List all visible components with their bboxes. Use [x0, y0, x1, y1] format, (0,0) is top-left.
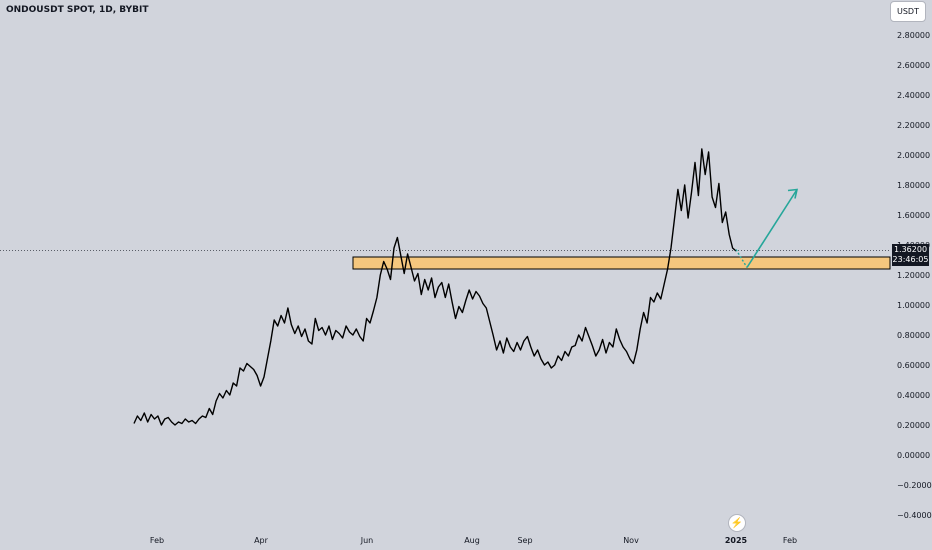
y-tick-label: 1.20000 — [897, 271, 930, 280]
tradingview-logo-icon[interactable]: ⚡ — [728, 514, 746, 532]
last-price-value: 1.36200 — [893, 245, 928, 254]
last-price-label: 1.36200 23:46:05 — [892, 244, 929, 266]
projection-arrow-head — [787, 188, 799, 199]
y-tick-label: 0.40000 — [897, 391, 930, 400]
bar-countdown: 23:46:05 — [892, 255, 929, 264]
y-tick-label: 0.00000 — [897, 451, 930, 460]
support-zone[interactable] — [352, 256, 891, 270]
x-tick-label: Nov — [623, 536, 639, 545]
y-tick-label: 2.40000 — [897, 91, 930, 100]
y-tick-label: 0.60000 — [897, 361, 930, 370]
y-tick-label: 1.60000 — [897, 211, 930, 220]
x-tick-label: Apr — [254, 536, 269, 545]
x-tick-label: Aug — [464, 536, 480, 545]
x-tick-label: 2025 — [725, 536, 748, 545]
y-tick-label: 1.80000 — [897, 181, 930, 190]
x-tick-label: Jun — [360, 536, 374, 545]
x-tick-label: Feb — [783, 536, 797, 545]
symbol-title[interactable]: ONDOUSDT SPOT, 1D, BYBIT — [6, 5, 149, 15]
x-tick-label: Feb — [150, 536, 164, 545]
y-tick-label: 2.00000 — [897, 151, 930, 160]
y-tick-label: 2.20000 — [897, 121, 930, 130]
y-tick-label: 2.60000 — [897, 61, 930, 70]
x-tick-label: Sep — [517, 536, 532, 545]
projection-arrow-line[interactable] — [746, 189, 798, 268]
currency-button[interactable]: USDT — [890, 1, 926, 22]
y-tick-label: 0.80000 — [897, 331, 930, 340]
y-tick-label: 2.80000 — [897, 31, 930, 40]
y-tick-label: −0.40000 — [897, 511, 932, 520]
projection-dip-segment[interactable] — [735, 249, 748, 268]
y-tick-label: 0.20000 — [897, 421, 930, 430]
y-tick-label: −0.20000 — [897, 481, 932, 490]
y-tick-label: 1.00000 — [897, 301, 930, 310]
price-series-line[interactable] — [133, 148, 737, 426]
